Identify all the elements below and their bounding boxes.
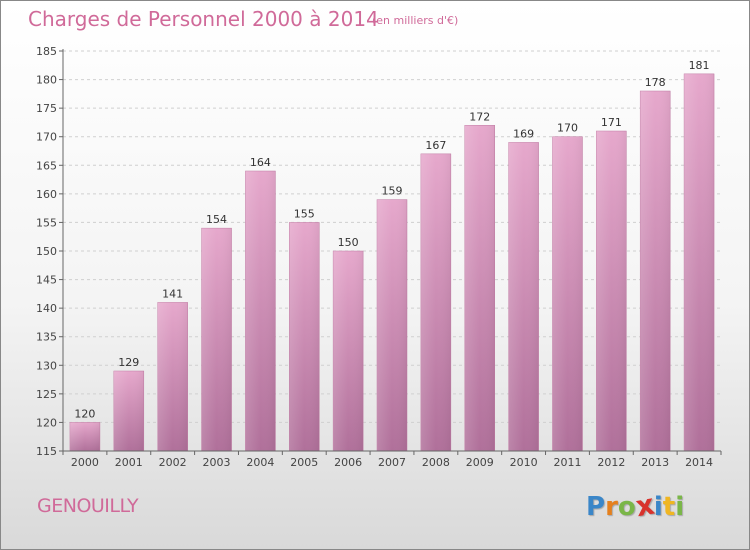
data-label-2008: 167 [425,139,446,152]
logo-letter: o [617,492,636,522]
data-label-2000: 120 [74,407,95,420]
y-tick-label: 170 [36,131,57,144]
logo-letter: t [662,492,676,522]
y-tick-label: 160 [36,188,57,201]
bar-shine-2014 [684,73,715,451]
data-label-2005: 155 [294,207,315,220]
y-tick-label: 165 [36,159,57,172]
logo-letter: i [653,492,663,522]
x-tick-label-2004: 2004 [246,456,274,469]
bar-shine-2001 [113,371,144,451]
y-tick-label: 175 [36,102,57,115]
x-tick-label-2002: 2002 [159,456,187,469]
x-tick-label-2012: 2012 [597,456,625,469]
x-tick-label-2006: 2006 [334,456,362,469]
x-tick-label-2011: 2011 [553,456,581,469]
data-label-2009: 172 [469,110,490,123]
data-label-2003: 154 [206,213,227,226]
commune-name: GENOUILLY [37,495,139,517]
data-label-2001: 129 [118,356,139,369]
bar-shine-2000 [69,422,100,451]
data-label-2006: 150 [338,236,359,249]
proxiti-logo: Proxiti [586,488,685,524]
bar-shine-2006 [333,251,364,451]
chart-subtitle: (en milliers d'€) [372,14,459,27]
logo-letter: i [675,492,685,522]
bar-shine-2011 [552,136,583,451]
bar-shine-2002 [157,302,188,451]
x-tick-label-2003: 2003 [203,456,231,469]
y-tick-label: 180 [36,74,57,87]
bar-shine-2012 [596,131,627,451]
y-tick-label: 145 [36,274,57,287]
y-tick-label: 125 [36,388,57,401]
y-tick-label: 150 [36,245,57,258]
data-label-2011: 170 [557,122,578,135]
y-tick-label: 140 [36,302,57,315]
logo-letter: P [586,492,606,522]
data-label-2010: 169 [513,127,534,140]
logo-letter: r [605,492,618,522]
bar-shine-2005 [289,222,320,451]
y-tick-label: 130 [36,359,57,372]
y-tick-label: 135 [36,331,57,344]
bar-shine-2003 [201,228,232,451]
data-label-2013: 178 [645,76,666,89]
x-tick-label-2005: 2005 [290,456,318,469]
y-tick-label: 155 [36,216,57,229]
x-tick-label-2000: 2000 [71,456,99,469]
x-tick-label-2013: 2013 [641,456,669,469]
data-label-2002: 141 [162,287,183,300]
data-label-2012: 171 [601,116,622,129]
x-tick-label-2008: 2008 [422,456,450,469]
y-tick-label: 115 [36,445,57,458]
bar-shine-2010 [508,142,539,451]
x-tick-label-2001: 2001 [115,456,143,469]
data-label-2004: 164 [250,156,271,169]
y-tick-label: 185 [36,45,57,58]
x-tick-label-2010: 2010 [510,456,538,469]
x-tick-label-2014: 2014 [685,456,713,469]
bar-shine-2013 [640,91,671,451]
x-tick-label-2009: 2009 [466,456,494,469]
data-label-2007: 159 [382,185,403,198]
x-tick-label-2007: 2007 [378,456,406,469]
chart-title: Charges de Personnel 2000 à 2014 [28,7,379,31]
bar-shine-2004 [245,171,276,451]
data-label-2014: 181 [689,59,710,72]
y-tick-label: 120 [36,416,57,429]
bar-shine-2007 [377,199,407,451]
bar-shine-2008 [420,153,451,451]
bar-shine-2009 [464,125,495,452]
